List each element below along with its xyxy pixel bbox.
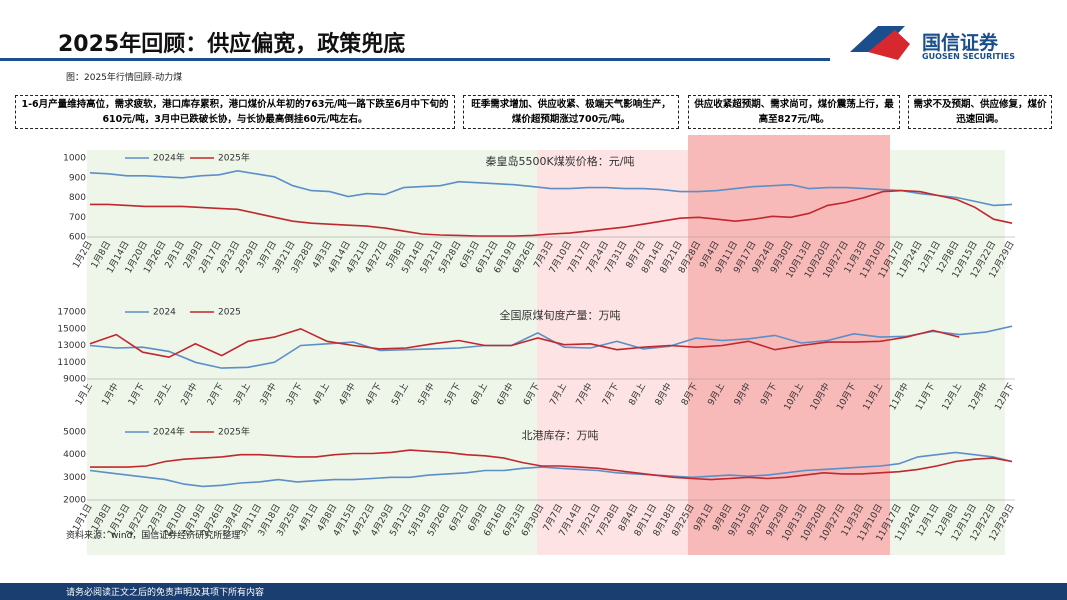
logo-text-en: GUOSEN SECURITIES bbox=[922, 52, 1015, 61]
chart-title: 全国原煤旬度产量：万吨 bbox=[500, 308, 621, 322]
y-tick-label: 900 bbox=[69, 173, 86, 183]
series-line bbox=[89, 327, 960, 359]
note: 1-6月产量维持高位，需求疲软，港口库存累积，港口煤价从年初的763元/吨一路下… bbox=[15, 95, 455, 129]
y-tick-label: 5000 bbox=[63, 428, 86, 438]
series-line bbox=[89, 451, 1013, 488]
y-tick-label: 15000 bbox=[57, 324, 86, 334]
note: 供应收紧超预期、需求尚可，煤价震荡上行，最高至827元/吨。 bbox=[688, 95, 900, 129]
header-rule bbox=[0, 58, 830, 61]
y-tick-label: 17000 bbox=[57, 308, 86, 318]
source: 资料来源：wind，国信证券经济研究所整理 bbox=[66, 531, 241, 541]
legend-label: 2024 bbox=[153, 308, 176, 318]
y-tick-label: 1000 bbox=[63, 154, 86, 164]
y-tick-label: 800 bbox=[69, 193, 86, 203]
footer: 请务必阅读正文之后的免责声明及其项下所有内容 bbox=[66, 588, 265, 598]
legend-label: 2025 bbox=[218, 308, 241, 318]
y-tick-label: 2000 bbox=[63, 496, 86, 506]
logo-text: 国信证券 bbox=[922, 32, 999, 54]
y-tick-label: 11000 bbox=[57, 358, 86, 368]
chart-title: 北港库存：万吨 bbox=[522, 428, 599, 442]
y-tick-label: 4000 bbox=[63, 450, 86, 460]
title: 2025年回顾：供应偏宽，政策兜底 bbox=[58, 32, 406, 57]
caption: 图：2025年行情回顾-动力煤 bbox=[66, 73, 183, 83]
note: 需求不及预期、供应修复，煤价迅速回调。 bbox=[908, 95, 1052, 129]
series-line bbox=[89, 325, 1013, 369]
note: 旺季需求增加、供应收紧、极端天气影响生产，煤价超预期涨过700元/吨。 bbox=[463, 95, 679, 129]
y-tick-label: 13000 bbox=[57, 341, 86, 351]
series-line bbox=[90, 449, 1013, 481]
logo-shape bbox=[868, 30, 910, 60]
series-line bbox=[89, 169, 1013, 207]
footer-bar bbox=[0, 583, 1067, 600]
chart-title: 秦皇岛5500K煤炭价格：元/吨 bbox=[486, 154, 635, 168]
legend-label: 2025年 bbox=[218, 426, 250, 438]
legend-label: 2024年 bbox=[153, 426, 185, 438]
y-tick-label: 700 bbox=[69, 213, 86, 223]
y-tick-label: 3000 bbox=[63, 473, 86, 483]
bg-pink bbox=[537, 150, 688, 555]
legend-label: 2025年 bbox=[218, 152, 250, 164]
y-tick-label: 600 bbox=[69, 233, 86, 243]
series-line bbox=[90, 189, 1013, 237]
y-tick-label: 9000 bbox=[63, 375, 86, 385]
legend-label: 2024年 bbox=[153, 152, 185, 164]
logo-shape bbox=[850, 26, 905, 52]
